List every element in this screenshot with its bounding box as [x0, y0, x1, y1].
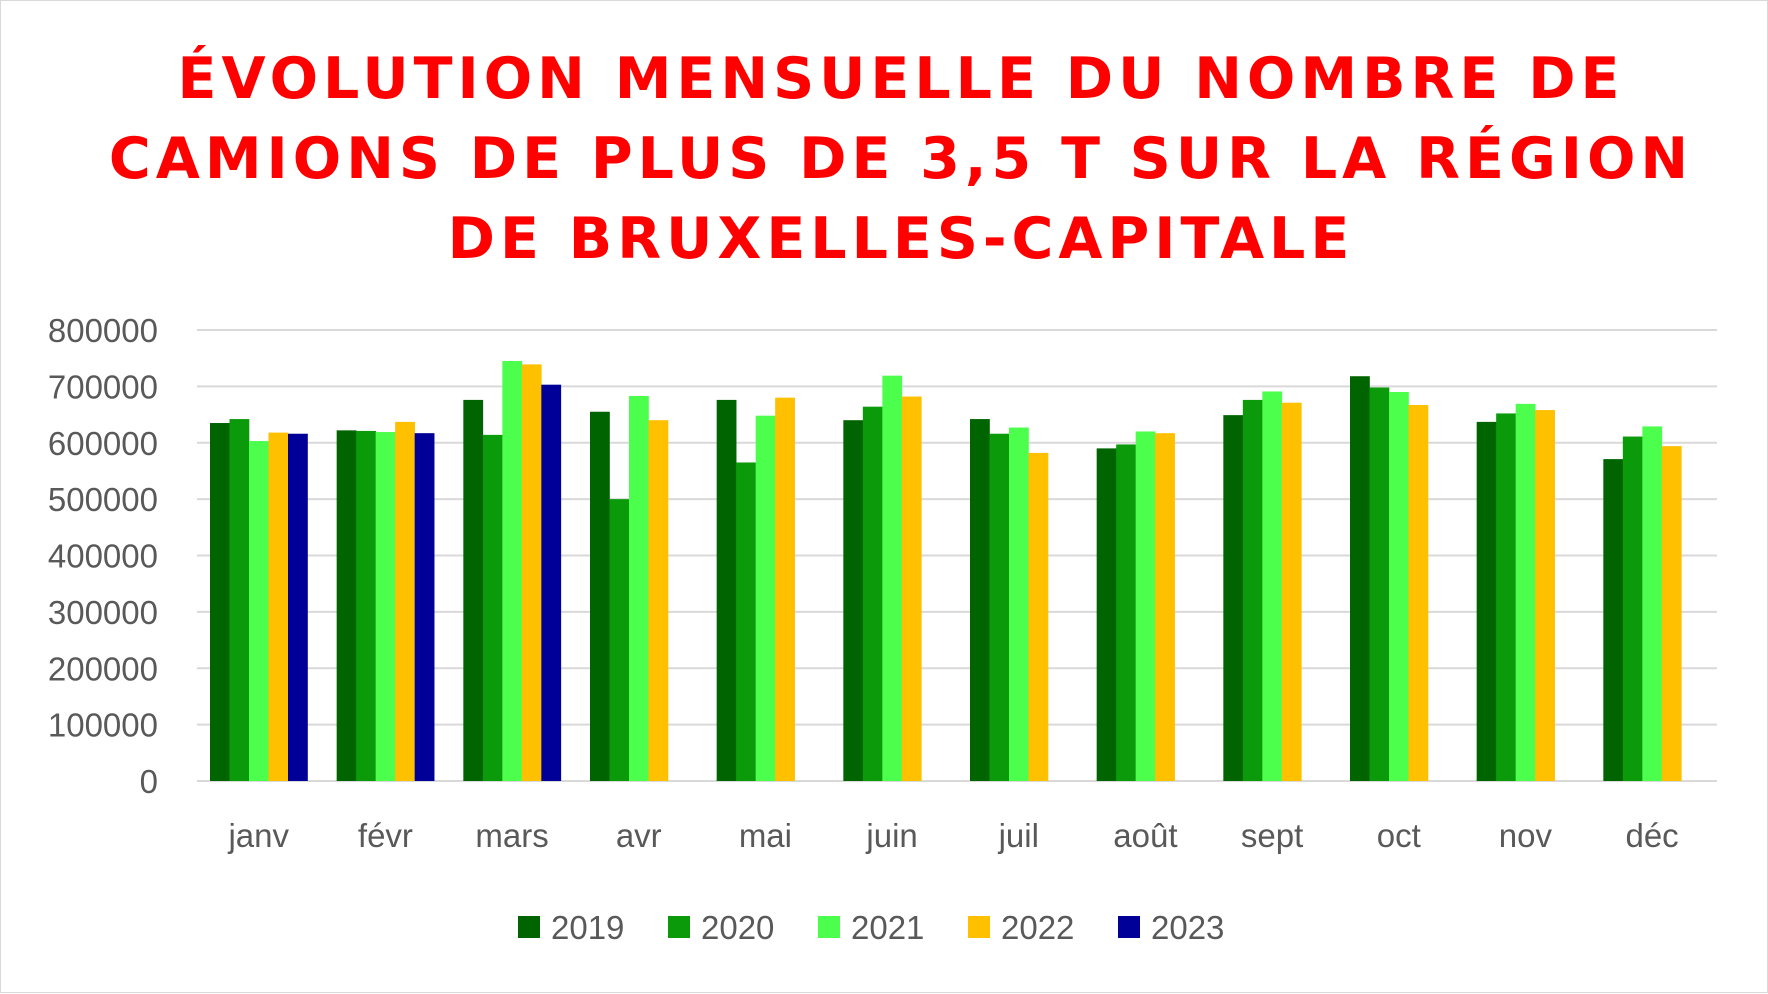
- legend-label: 2023: [1151, 909, 1224, 946]
- gridlines: [197, 329, 1717, 782]
- bar: [356, 430, 376, 781]
- legend-label: 2021: [851, 909, 924, 946]
- y-tick-label: 300000: [48, 594, 158, 631]
- legend-swatch: [968, 916, 990, 938]
- bar: [1116, 444, 1136, 781]
- bar: [736, 462, 756, 781]
- bar: [1661, 446, 1682, 781]
- legend-label: 2022: [1001, 909, 1074, 946]
- y-axis: 0 100000 200000 300000 400000 500000 600000 700…: [48, 312, 158, 800]
- bar: [541, 384, 562, 781]
- x-tick-label: juil: [998, 817, 1039, 854]
- bar: [1028, 452, 1049, 781]
- chart-title-line-3: DE BRUXELLES-CAPITALE: [447, 206, 1355, 272]
- bar: [268, 432, 289, 781]
- bar: [882, 375, 903, 781]
- bar: [843, 420, 864, 781]
- bar: [229, 419, 250, 781]
- bar: [336, 430, 357, 781]
- bar: [375, 432, 396, 781]
- bar: [395, 421, 415, 781]
- x-tick-label: janv: [227, 817, 289, 854]
- y-tick-label: 0: [140, 763, 158, 800]
- legend-swatch: [1118, 916, 1140, 938]
- bar: [1223, 415, 1244, 781]
- bar: [1496, 413, 1516, 781]
- bar: [1476, 421, 1497, 781]
- bar: [1155, 433, 1175, 781]
- x-tick-label: sept: [1241, 817, 1303, 854]
- bar: [1350, 376, 1370, 781]
- x-tick-label: févr: [358, 817, 413, 854]
- bar: [775, 397, 795, 781]
- bar: [1135, 431, 1156, 781]
- x-tick-label: avr: [616, 817, 662, 854]
- bar: [1389, 392, 1409, 781]
- bar: [414, 433, 435, 781]
- y-tick-label: 400000: [48, 538, 158, 575]
- x-tick-label: mars: [475, 817, 548, 854]
- bar: [502, 361, 523, 781]
- bar: [1622, 436, 1643, 781]
- bar: [629, 395, 649, 781]
- bar: [648, 420, 669, 781]
- y-tick-label: 700000: [48, 368, 158, 405]
- bar: [862, 406, 883, 781]
- x-tick-label: oct: [1377, 817, 1421, 854]
- bar: [901, 396, 922, 781]
- bar: [716, 399, 737, 781]
- legend-swatch: [518, 916, 540, 938]
- bar: [1603, 459, 1624, 781]
- y-tick-label: 100000: [48, 707, 158, 744]
- y-tick-label: 500000: [48, 481, 158, 518]
- bar: [1242, 399, 1263, 781]
- y-tick-label: 600000: [48, 425, 158, 462]
- bars: [210, 361, 1682, 781]
- bar: [755, 415, 776, 781]
- bar: [249, 441, 269, 781]
- legend-swatch: [818, 916, 840, 938]
- bar: [609, 499, 630, 781]
- chart-title: ÉVOLUTION MENSUELLE DU NOMBRE DE CAMIONS…: [1, 39, 1768, 279]
- y-tick-label: 800000: [48, 312, 158, 349]
- bar: [288, 433, 308, 781]
- x-tick-label: déc: [1625, 817, 1678, 854]
- x-tick-label: mai: [739, 817, 792, 854]
- x-tick-label: juin: [865, 817, 917, 854]
- bar: [1535, 410, 1555, 781]
- bar: [463, 399, 484, 781]
- bar: [1408, 404, 1429, 781]
- bar: [1096, 448, 1117, 781]
- bar: [1515, 403, 1536, 781]
- legend-label: 2019: [551, 909, 624, 946]
- chart-title-line-1: ÉVOLUTION MENSUELLE DU NOMBRE DE: [177, 46, 1625, 112]
- bar: [1262, 391, 1283, 781]
- bar: [482, 434, 503, 781]
- legend-label: 2020: [701, 909, 774, 946]
- bar: [989, 433, 1010, 781]
- legend: 2019 2020 2021 2022 2023: [518, 909, 1224, 946]
- bar: [1281, 402, 1302, 781]
- y-tick-label: 200000: [48, 650, 158, 687]
- legend-swatch: [668, 916, 690, 938]
- chart-title-line-2: CAMIONS DE PLUS DE 3,5 T SUR LA RÉGION: [108, 126, 1694, 192]
- bar: [1369, 387, 1390, 781]
- bar: [590, 411, 610, 781]
- bar: [970, 419, 990, 781]
- bar: [1009, 427, 1029, 781]
- bar: [210, 423, 230, 781]
- bar: [521, 364, 542, 781]
- bar: [1642, 426, 1663, 781]
- x-tick-label: août: [1113, 817, 1177, 854]
- x-tick-label: nov: [1499, 817, 1553, 854]
- x-axis: janv févr mars avr mai juin juil août sept oct nov…: [227, 817, 1678, 854]
